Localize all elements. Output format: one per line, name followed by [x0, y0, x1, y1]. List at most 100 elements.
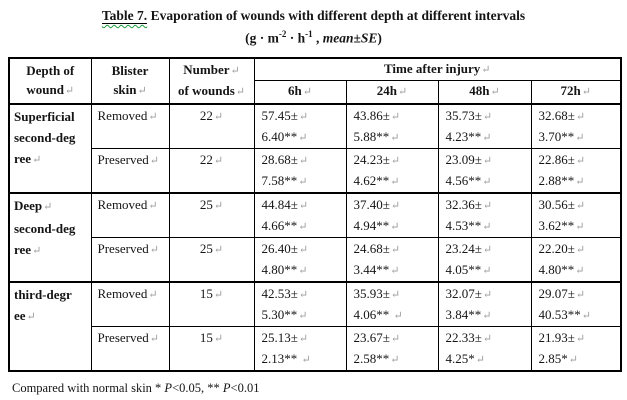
table-row: Preserved↵ 22↵ 28.68±↵ 7.58**↵ 24.23±↵ 4.6…: [9, 147, 622, 193]
header-line: of wounds↵: [178, 82, 245, 98]
value-cell: 44.84±↵ 4.66**↵: [253, 191, 347, 238]
value-cell: 24.23±↵ 4.62**↵: [345, 147, 439, 193]
paragraph-mark: ↵: [482, 175, 492, 188]
units-superscript: -1: [305, 29, 313, 39]
paragraph-mark: ↵: [482, 309, 492, 322]
wound-count-cell: 22↵: [168, 147, 255, 193]
blister-skin-header: Blister skin↵: [90, 57, 170, 105]
paragraph-mark: ↵: [235, 85, 245, 98]
paragraph-mark: ↵: [482, 243, 493, 256]
value-cell: 22.86±↵ 2.88**↵: [530, 147, 622, 193]
paragraph-mark: ↵: [390, 220, 400, 233]
paragraph-mark: ↵: [482, 264, 492, 277]
paragraph-mark: ↵: [32, 153, 42, 166]
footnotes: Compared with normal skin * P<0.05, ** P…: [12, 378, 627, 400]
paragraph-mark: ↵: [64, 84, 75, 97]
table-row: Preserved↵ 15↵ 25.13±↵ 2.13** ↵ 23.67±↵ 2.…: [9, 325, 622, 371]
paragraph-mark: ↵: [213, 199, 224, 212]
paragraph-mark: ↵: [390, 243, 401, 256]
value-cell: 26.40±↵ 4.80**↵: [253, 236, 347, 282]
paragraph-mark: ↵: [581, 86, 591, 98]
paragraph-mark: ↵: [230, 64, 240, 77]
evaporation-table: Depth of wound↵ Blister skin↵ Number↵ of…: [8, 56, 622, 372]
value-cell: 23.24±↵ 4.05**↵: [437, 236, 532, 282]
p-value-symbol: P: [222, 380, 231, 395]
units-text: · h: [286, 30, 306, 46]
value-cell: 22.33±↵ 4.25*↵: [437, 325, 532, 371]
table-row: Deep↵ second-deg ree↵ Removed↵ 25↵ 44.84…: [8, 191, 622, 282]
paragraph-mark: ↵: [482, 288, 493, 301]
table-title-line2: (g · m-2 · h-1 , mean±SE): [0, 25, 627, 48]
paragraph-mark: ↵: [298, 175, 308, 188]
paragraph-mark: ↵: [302, 86, 312, 98]
value-cell: 32.36±↵ 4.53**↵: [437, 191, 532, 238]
paragraph-mark: ↵: [213, 243, 224, 256]
paragraph-mark: ↵: [298, 243, 309, 256]
table-title-text: Evaporation of wounds with different dep…: [147, 8, 526, 23]
paragraph-mark: ↵: [298, 220, 308, 233]
table-row: third-degr ee↵ Removed↵ 15↵ 42.53±↵ 5.30*…: [8, 280, 622, 371]
paragraph-mark: ↵: [390, 154, 401, 167]
value-cell: 42.53±↵ 5.30**↵: [253, 280, 347, 327]
units-superscript: -2: [278, 29, 287, 39]
value-cell: 35.93±↵ 4.06** ↵: [345, 280, 439, 327]
time-24h-header: 24h↵: [345, 79, 439, 105]
paragraph-mark: ↵: [390, 332, 401, 345]
value-cell: 57.45±↵ 6.40**↵: [253, 103, 347, 149]
p-value-symbol: P: [164, 380, 173, 395]
table-title-line1: Table 7. Evaporation of wounds with diff…: [0, 6, 627, 25]
value-cell: 29.07±↵ 40.53**↵: [530, 280, 622, 327]
blister-skin-cell: Removed↵: [90, 280, 170, 327]
value-cell: 24.68±↵ 3.44**↵: [345, 236, 439, 282]
paragraph-mark: ↵: [482, 131, 492, 144]
paragraph-mark: ↵: [575, 288, 586, 301]
value-cell: 23.67±↵ 2.58**↵: [345, 325, 439, 371]
paragraph-mark: ↵: [298, 110, 309, 123]
value-cell: 32.07±↵ 3.84**↵: [437, 280, 532, 327]
paragraph-mark: ↵: [26, 310, 36, 323]
header-line: wound↵: [26, 81, 75, 97]
paragraph-mark: ↵: [575, 243, 586, 256]
group-label-deep: Deep↵ second-deg ree↵: [8, 191, 92, 282]
paragraph-mark: ↵: [482, 220, 492, 233]
paragraph-mark: ↵: [575, 199, 586, 212]
group-label-superficial: Superficial second-deg ree↵: [8, 103, 92, 193]
paragraph-mark: ↵: [575, 110, 586, 123]
units-text: ,: [312, 30, 323, 46]
paragraph-mark: ↵: [149, 154, 159, 167]
paragraph-mark: ↵: [298, 131, 308, 144]
time-6h-header: 6h↵: [253, 79, 347, 105]
blister-skin-cell: Preserved↵: [90, 325, 170, 371]
wound-count-cell: 25↵: [168, 191, 255, 238]
paragraph-mark: ↵: [581, 309, 591, 322]
table-number-label: Table 7.: [101, 8, 148, 24]
number-of-wounds-header: Number↵ of wounds↵: [168, 57, 255, 105]
value-cell: 22.20±↵ 4.80**↵: [530, 236, 622, 282]
paragraph-mark: ↵: [148, 288, 158, 301]
header-line: skin↵: [113, 81, 147, 97]
time-72h-header: 72h↵: [530, 79, 622, 105]
header-line: Blister: [111, 62, 149, 78]
paragraph-mark: ↵: [298, 154, 309, 167]
table-row: Preserved↵ 25↵ 26.40±↵ 4.80**↵ 24.68±↵ 3.4…: [9, 236, 622, 282]
mean-se-label: mean±SE: [322, 30, 378, 46]
group-label-third-degree: third-degr ee↵: [8, 280, 92, 371]
paragraph-mark: ↵: [568, 353, 578, 366]
paragraph-mark: ↵: [490, 86, 500, 98]
header-line: Depth of: [26, 62, 75, 78]
paragraph-mark: ↵: [301, 353, 311, 366]
paragraph-mark: ↵: [213, 154, 224, 167]
value-cell: 30.56±↵ 3.62**↵: [530, 191, 622, 238]
paragraph-mark: ↵: [575, 220, 585, 233]
blister-skin-cell: Removed↵: [90, 103, 170, 149]
paragraph-mark: ↵: [213, 110, 224, 123]
wound-count-cell: 15↵: [168, 325, 255, 371]
time-48h-header: 48h↵: [437, 79, 532, 105]
wound-count-cell: 25↵: [168, 236, 255, 282]
paragraph-mark: ↵: [393, 309, 403, 322]
paragraph-mark: ↵: [137, 84, 147, 97]
paragraph-mark: ↵: [390, 288, 401, 301]
table-row: Superficial second-deg ree↵ Removed↵ 22↵…: [8, 103, 622, 193]
wound-count-cell: 22↵: [168, 103, 255, 149]
blister-skin-cell: Removed↵: [90, 191, 170, 238]
